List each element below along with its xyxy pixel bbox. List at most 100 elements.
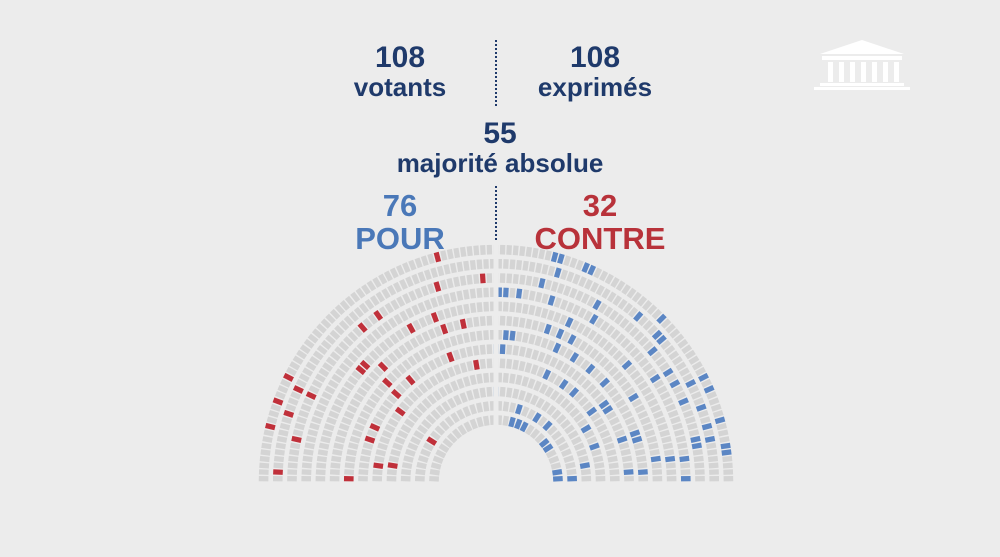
seat-empty bbox=[414, 287, 423, 299]
seat-empty bbox=[595, 469, 606, 476]
seat-empty bbox=[569, 257, 578, 269]
seat-empty bbox=[608, 309, 619, 321]
seat-empty bbox=[600, 321, 610, 332]
seat-empty bbox=[686, 422, 698, 431]
seat-empty bbox=[624, 322, 635, 333]
seat-pour bbox=[621, 359, 633, 371]
majorite-count: 55 bbox=[483, 117, 517, 150]
seat-empty bbox=[644, 392, 656, 402]
seat-empty bbox=[620, 381, 632, 392]
seat-empty bbox=[593, 417, 605, 428]
seat-pour bbox=[616, 435, 628, 444]
seat-empty bbox=[499, 273, 506, 283]
seat-pour bbox=[587, 264, 597, 276]
seat-empty bbox=[693, 455, 704, 463]
seat-empty bbox=[531, 320, 539, 331]
seat-empty bbox=[320, 339, 332, 350]
seat-empty bbox=[627, 422, 639, 432]
seat-empty bbox=[486, 244, 493, 255]
seat-empty bbox=[580, 293, 590, 305]
seat-pour bbox=[558, 378, 569, 390]
seat-empty bbox=[666, 373, 678, 383]
seat-empty bbox=[466, 390, 474, 401]
seat-empty bbox=[612, 371, 624, 382]
seat-empty bbox=[537, 416, 548, 427]
seat-empty bbox=[321, 429, 333, 438]
seat-empty bbox=[418, 316, 428, 328]
seat-empty bbox=[410, 370, 421, 382]
seat-empty bbox=[389, 333, 400, 345]
seat-empty bbox=[486, 344, 493, 355]
seat-empty bbox=[360, 381, 372, 392]
seat-empty bbox=[333, 398, 345, 408]
seat-empty bbox=[479, 344, 486, 355]
seat-empty bbox=[364, 354, 375, 366]
seat-empty bbox=[330, 308, 341, 320]
seat-empty bbox=[449, 335, 458, 347]
seat-empty bbox=[671, 355, 683, 366]
seat-empty bbox=[571, 370, 582, 382]
seat-empty bbox=[447, 397, 457, 409]
seat-empty bbox=[325, 356, 337, 367]
seat-contre bbox=[390, 388, 402, 400]
seat-pour bbox=[585, 363, 596, 375]
seat-pour bbox=[650, 455, 661, 463]
seat-empty bbox=[577, 307, 587, 319]
seat-empty bbox=[624, 342, 636, 354]
seat-empty bbox=[374, 455, 385, 463]
seat-empty bbox=[677, 338, 689, 349]
seat-empty bbox=[378, 341, 390, 353]
seat-empty bbox=[412, 319, 422, 331]
seat-empty bbox=[633, 331, 645, 342]
seat-empty bbox=[657, 423, 669, 432]
seat-empty bbox=[527, 378, 536, 389]
seat-contre bbox=[479, 273, 486, 284]
seat-empty bbox=[680, 469, 691, 475]
seat-empty bbox=[347, 331, 359, 342]
seat-empty bbox=[286, 366, 297, 377]
seat-empty bbox=[651, 351, 663, 362]
contre-label: CONTRE bbox=[534, 220, 666, 256]
seat-empty bbox=[476, 302, 483, 313]
seat-empty bbox=[594, 352, 605, 364]
seat-empty bbox=[403, 396, 414, 407]
seat-empty bbox=[375, 291, 386, 303]
seat-empty bbox=[544, 279, 553, 291]
seat-empty bbox=[554, 436, 566, 446]
seat-empty bbox=[528, 304, 536, 316]
seat-pour bbox=[586, 406, 598, 417]
seat-pour bbox=[665, 455, 676, 463]
seat-empty bbox=[505, 358, 513, 369]
seat-empty bbox=[476, 259, 483, 270]
seat-empty bbox=[304, 442, 315, 450]
seat-empty bbox=[604, 273, 614, 285]
seat-empty bbox=[462, 332, 471, 344]
seat-empty bbox=[684, 349, 696, 360]
seat-empty bbox=[617, 354, 628, 366]
seat-pour bbox=[508, 416, 516, 428]
seat-empty bbox=[603, 361, 615, 372]
seat-empty bbox=[665, 403, 677, 413]
seat-empty bbox=[372, 276, 382, 288]
seat-empty bbox=[578, 455, 589, 463]
seat-empty bbox=[681, 344, 693, 355]
seat-empty bbox=[466, 360, 474, 372]
seat-empty bbox=[475, 402, 484, 413]
seat-empty bbox=[435, 449, 447, 459]
seat-empty bbox=[259, 455, 270, 463]
seat-empty bbox=[273, 462, 284, 469]
seat-empty bbox=[335, 368, 346, 378]
seat-empty bbox=[556, 283, 565, 294]
seat-empty bbox=[430, 342, 440, 354]
seat-pour bbox=[629, 429, 641, 438]
seat-pour bbox=[704, 435, 716, 443]
majorite-stat: 55 majorité absolue bbox=[360, 118, 640, 177]
seat-empty bbox=[446, 432, 458, 444]
seat-empty bbox=[328, 410, 340, 420]
seat-empty bbox=[515, 374, 523, 386]
seat-empty bbox=[434, 372, 445, 383]
seat-empty bbox=[407, 412, 419, 423]
seat-empty bbox=[642, 341, 654, 352]
seat-empty bbox=[359, 410, 371, 420]
seat-empty bbox=[421, 331, 431, 343]
